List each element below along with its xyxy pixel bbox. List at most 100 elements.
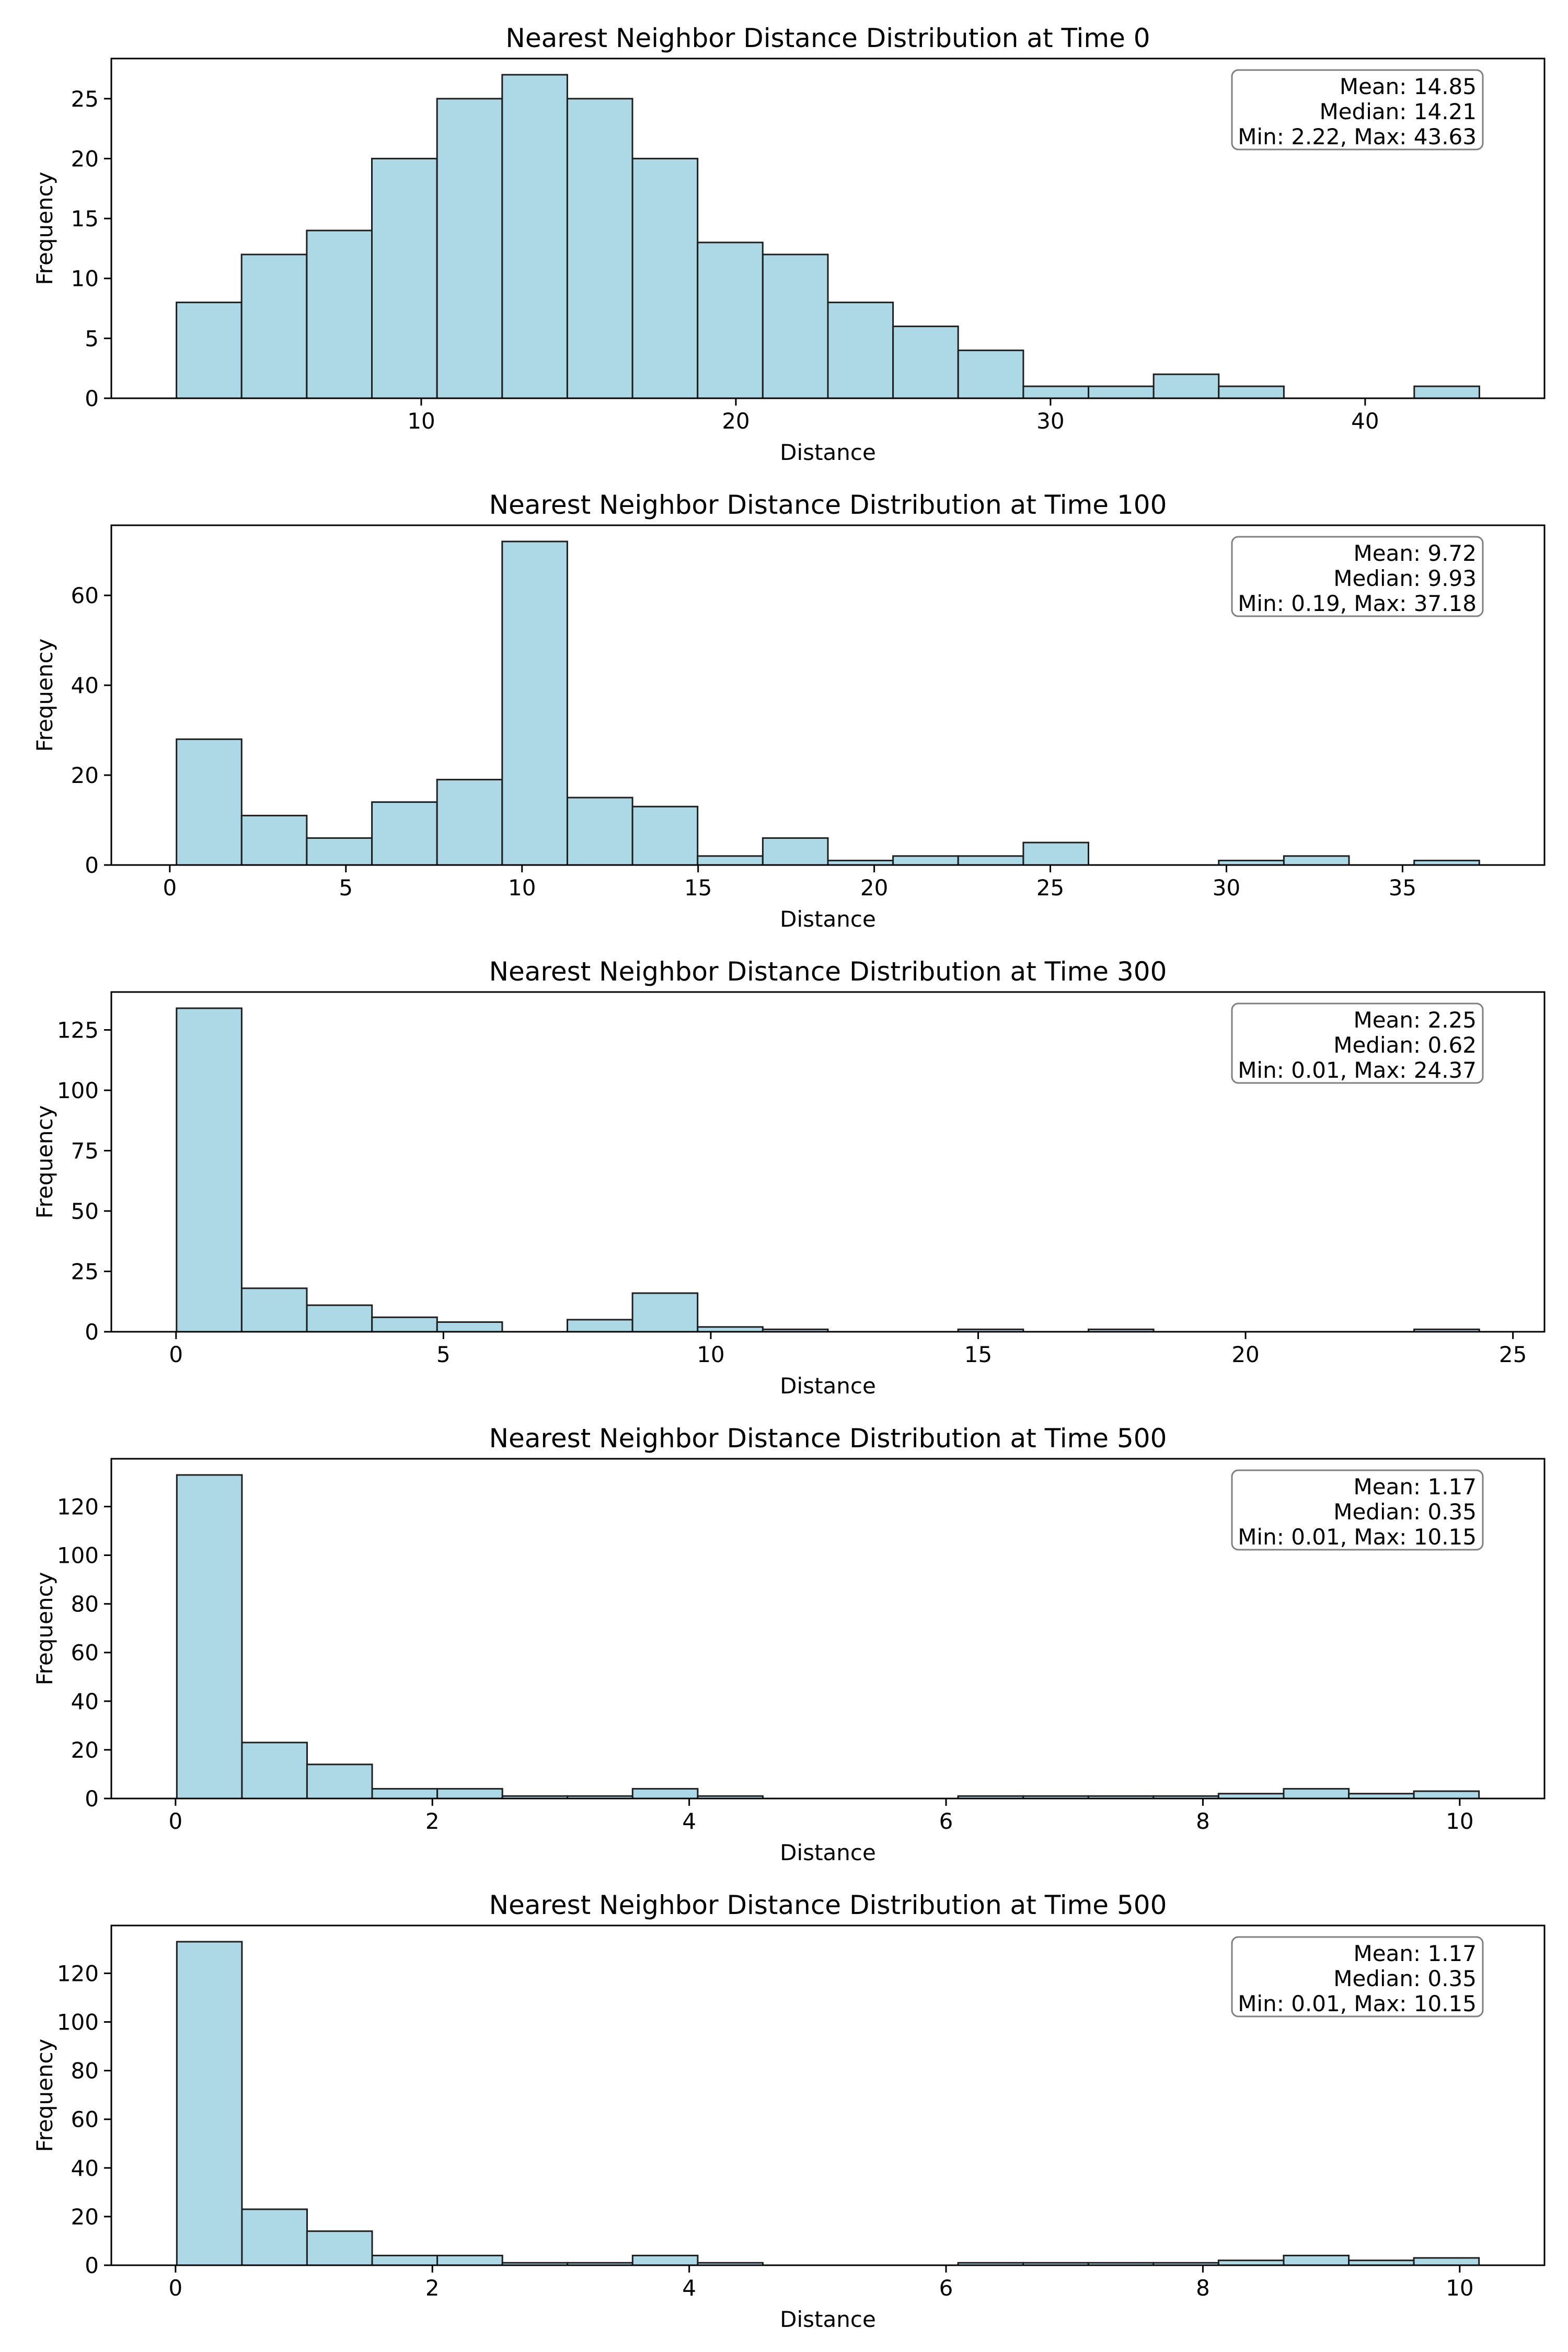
x-axis-label: Distance [780,2307,876,2332]
histogram-bar [631,1788,699,1800]
histogram-bar [892,325,959,399]
histogram-bar [957,855,1024,866]
stats-line: Median: 0.35 [1333,1499,1477,1525]
histogram-bar [1218,385,1285,399]
y-tick-label: 120 [57,1494,99,1519]
histogram-bar [1022,841,1090,866]
stats-box [1231,1002,1484,1084]
stats-box [1231,1936,1484,2017]
y-tick-label: 10 [71,266,99,292]
x-tick-label: 10 [697,1342,724,1367]
stats-box [1231,536,1484,617]
x-tick-label: 30 [1213,875,1240,901]
histogram-bar [436,779,503,866]
x-tick-label: 0 [168,2275,182,2301]
x-tick-label: 20 [722,408,750,434]
y-tick-label: 125 [57,1018,99,1043]
histogram-bar [176,1474,243,1800]
histogram-bar [176,1941,243,2266]
histogram-bar [306,229,373,399]
histogram-bar [176,738,243,866]
histogram-bar [436,1788,503,1800]
histogram-bar [567,1319,633,1333]
histogram-bar [957,349,1024,399]
histogram-bar [240,253,308,399]
y-tick-label: 120 [57,1961,99,1986]
histogram-bar [1283,2254,1350,2266]
histogram-panel-2: 0 5 10 15 20 25 30 35 0 20 40 60 Nearest Neighbor Di… [32,490,1546,932]
histogram-bar [241,1742,308,1800]
y-axis-label: Frequency [32,172,57,285]
y-tick-label: 80 [71,2058,99,2084]
histogram-bar [1413,1790,1480,1800]
y-tick-label: 20 [71,763,99,788]
histogram-bar [436,2254,503,2266]
histogram-bar [631,1292,699,1333]
y-tick-label: 60 [71,2107,99,2132]
y-tick-label: 20 [71,146,99,171]
chart-title: Nearest Neighbor Distance Distribution a… [489,1890,1167,1920]
histogram-bar [1283,855,1350,866]
histogram-bar [371,801,438,866]
x-tick-label: 4 [682,1808,696,1834]
x-tick-label: 10 [407,408,435,434]
y-tick-label: 60 [71,583,99,608]
histogram-bar [306,2230,373,2266]
y-tick-label: 40 [71,673,99,698]
histogram-bar [306,1763,373,1800]
x-axis-label: Distance [780,440,876,465]
histogram-bar [631,2254,699,2266]
histogram-bar [762,837,829,866]
histogram-bar [240,1287,308,1333]
histogram-bar [1413,385,1480,399]
y-tick-label: 40 [71,1689,99,1714]
histogram-bar [240,814,308,866]
stats-line: Min: 0.01, Max: 10.15 [1238,1524,1477,1550]
histogram-bar [1283,1788,1350,1800]
histogram-bar [371,157,438,399]
x-tick-label: 10 [508,875,536,901]
axes-frame [110,57,1546,399]
stats-line: Mean: 2.25 [1354,1007,1477,1033]
histogram-bar [1152,373,1220,399]
x-axis-label: Distance [780,906,876,932]
histogram-panel-1: 10 20 30 40 0 5 10 15 20 25 Nearest Neighbor Dista… [32,23,1546,465]
y-tick-label: 20 [71,1737,99,1763]
axes-frame [110,1924,1546,2266]
histogram-bar [371,1788,439,1800]
histogram-bar [697,855,764,866]
stats-line: Median: 0.62 [1333,1032,1477,1058]
x-tick-label: 5 [436,1342,451,1367]
histogram-bar [566,98,633,399]
y-tick-label: 25 [71,1259,99,1285]
x-tick-label: 0 [168,1808,182,1834]
x-tick-label: 2 [425,2275,440,2301]
histogram-bar [697,241,764,399]
histogram-bar [1413,2257,1480,2266]
y-tick-label: 0 [85,1786,99,1812]
axes-frame [110,524,1546,866]
y-tick-label: 5 [85,326,99,351]
x-tick-label: 6 [939,2275,953,2301]
histogram-bar [567,797,633,866]
histogram-bar [1088,385,1155,399]
x-tick-label: 15 [684,875,712,901]
x-tick-label: 10 [1446,2275,1473,2301]
chart-title: Nearest Neighbor Distance Distribution a… [489,1423,1167,1454]
histogram-bar [827,302,894,399]
stats-line: Min: 0.19, Max: 37.18 [1238,591,1477,616]
x-tick-label: 5 [339,875,353,901]
x-tick-label: 20 [860,875,888,901]
y-tick-label: 60 [71,1640,99,1666]
x-tick-label: 25 [1036,875,1064,901]
y-tick-label: 15 [71,206,99,232]
histogram-panel-3: 0 5 10 15 20 25 0 25 50 75 100 125 Nearest Neighbor … [32,956,1546,1399]
y-tick-label: 0 [85,852,99,878]
x-tick-label: 4 [682,2275,696,2301]
axes-frame [110,991,1546,1333]
x-tick-label: 25 [1499,1342,1527,1367]
histogram-bar [371,1316,438,1333]
stats-line: Median: 0.35 [1333,1966,1477,1991]
y-tick-label: 0 [85,2253,99,2278]
